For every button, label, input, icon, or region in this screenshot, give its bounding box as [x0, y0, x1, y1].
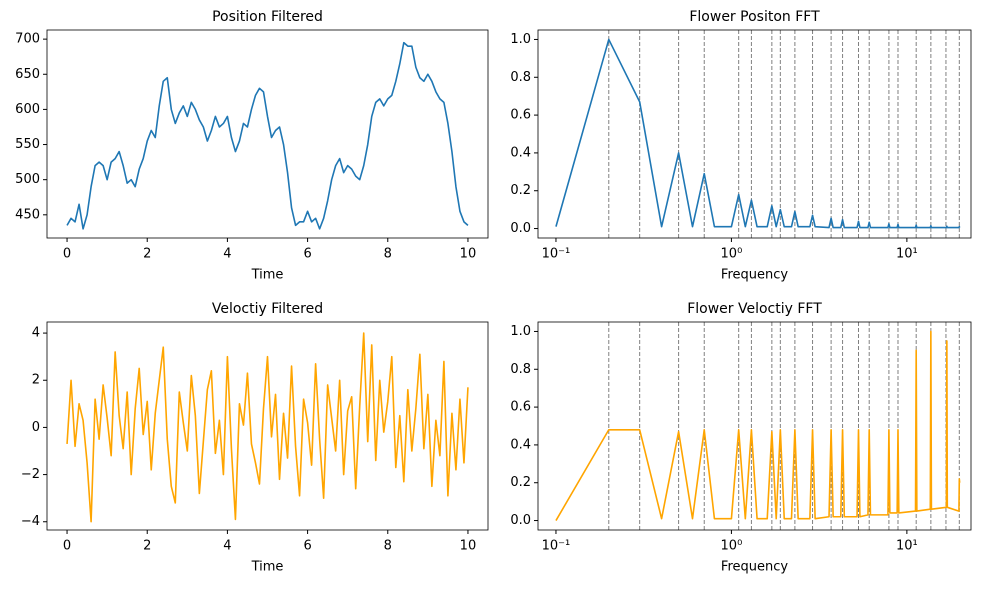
data-line: [555, 38, 961, 229]
x-tick-label: 8: [384, 539, 392, 554]
x-tick-label: 8: [384, 247, 392, 262]
y-tick-label: 650: [15, 67, 40, 82]
y-tick-label: 450: [15, 207, 40, 222]
x-tick-label: 4: [223, 539, 231, 554]
data-line: [555, 330, 961, 521]
y-tick-label: 4: [32, 326, 40, 341]
x-tick-label: 10¹: [896, 539, 918, 554]
y-tick-label: 2: [32, 373, 40, 388]
y-tick-label: 1.0: [510, 324, 531, 339]
x-tick-label: 0: [63, 539, 71, 554]
x-tick-label: 10: [460, 247, 477, 262]
y-tick-label: −4: [21, 514, 40, 529]
chart-title: Flower Veloctiy FFT: [687, 301, 822, 317]
x-tick-label: 10¹: [896, 247, 918, 262]
axes-frame: [537, 29, 972, 239]
x-axis-label: Frequency: [721, 560, 788, 575]
y-tick-label: 0.4: [510, 437, 531, 452]
y-tick-label: 550: [15, 137, 40, 152]
chart-title: Position Filtered: [212, 9, 323, 25]
x-tick-label: 0: [63, 247, 71, 262]
y-tick-label: 1.0: [510, 32, 531, 47]
x-tick-label: 10: [460, 539, 477, 554]
y-tick-label: −2: [21, 467, 40, 482]
x-tick-label: 2: [143, 247, 151, 262]
y-tick-label: 0.8: [510, 70, 531, 85]
x-axis-label: Time: [251, 560, 284, 575]
y-tick-label: 0.2: [510, 475, 531, 490]
x-tick-label: 10⁰: [721, 539, 743, 554]
y-tick-label: 0.2: [510, 183, 531, 198]
y-tick-label: 600: [15, 102, 40, 117]
y-tick-label: 500: [15, 172, 40, 187]
x-tick-label: 10⁰: [721, 247, 743, 262]
data-line: [66, 41, 469, 230]
x-tick-label: 10⁻¹: [542, 247, 571, 262]
y-tick-label: 700: [15, 32, 40, 47]
y-tick-label: 0.6: [510, 400, 531, 415]
y-tick-label: 0.6: [510, 108, 531, 123]
data-line: [66, 332, 469, 523]
y-tick-label: 0.8: [510, 362, 531, 377]
y-tick-label: 0: [32, 420, 40, 435]
x-tick-label: 10⁻¹: [542, 539, 571, 554]
chart-title: Flower Positon FFT: [689, 9, 820, 25]
x-tick-label: 6: [303, 539, 311, 554]
axes-frame: [46, 29, 489, 239]
chart-title: Veloctiy Filtered: [212, 301, 323, 317]
axes-frame: [537, 321, 972, 531]
x-tick-label: 6: [303, 247, 311, 262]
y-tick-label: 0.4: [510, 145, 531, 160]
x-axis-label: Time: [251, 268, 284, 283]
x-tick-label: 2: [143, 539, 151, 554]
y-tick-label: 0.0: [510, 221, 531, 236]
y-tick-label: 0.0: [510, 513, 531, 528]
axes-frame: [46, 321, 489, 531]
x-tick-label: 4: [223, 247, 231, 262]
x-axis-label: Frequency: [721, 268, 788, 283]
